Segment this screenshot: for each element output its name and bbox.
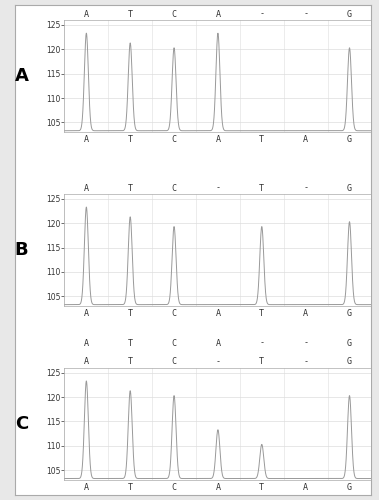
- Text: C: C: [15, 415, 28, 433]
- Text: C: C: [172, 338, 177, 347]
- Text: A: A: [215, 338, 221, 347]
- Text: -: -: [303, 338, 308, 347]
- Text: A: A: [14, 67, 28, 85]
- Text: G: G: [347, 338, 352, 347]
- Text: -: -: [259, 338, 264, 347]
- Text: T: T: [128, 338, 133, 347]
- Text: A: A: [84, 338, 89, 347]
- Text: B: B: [15, 241, 28, 259]
